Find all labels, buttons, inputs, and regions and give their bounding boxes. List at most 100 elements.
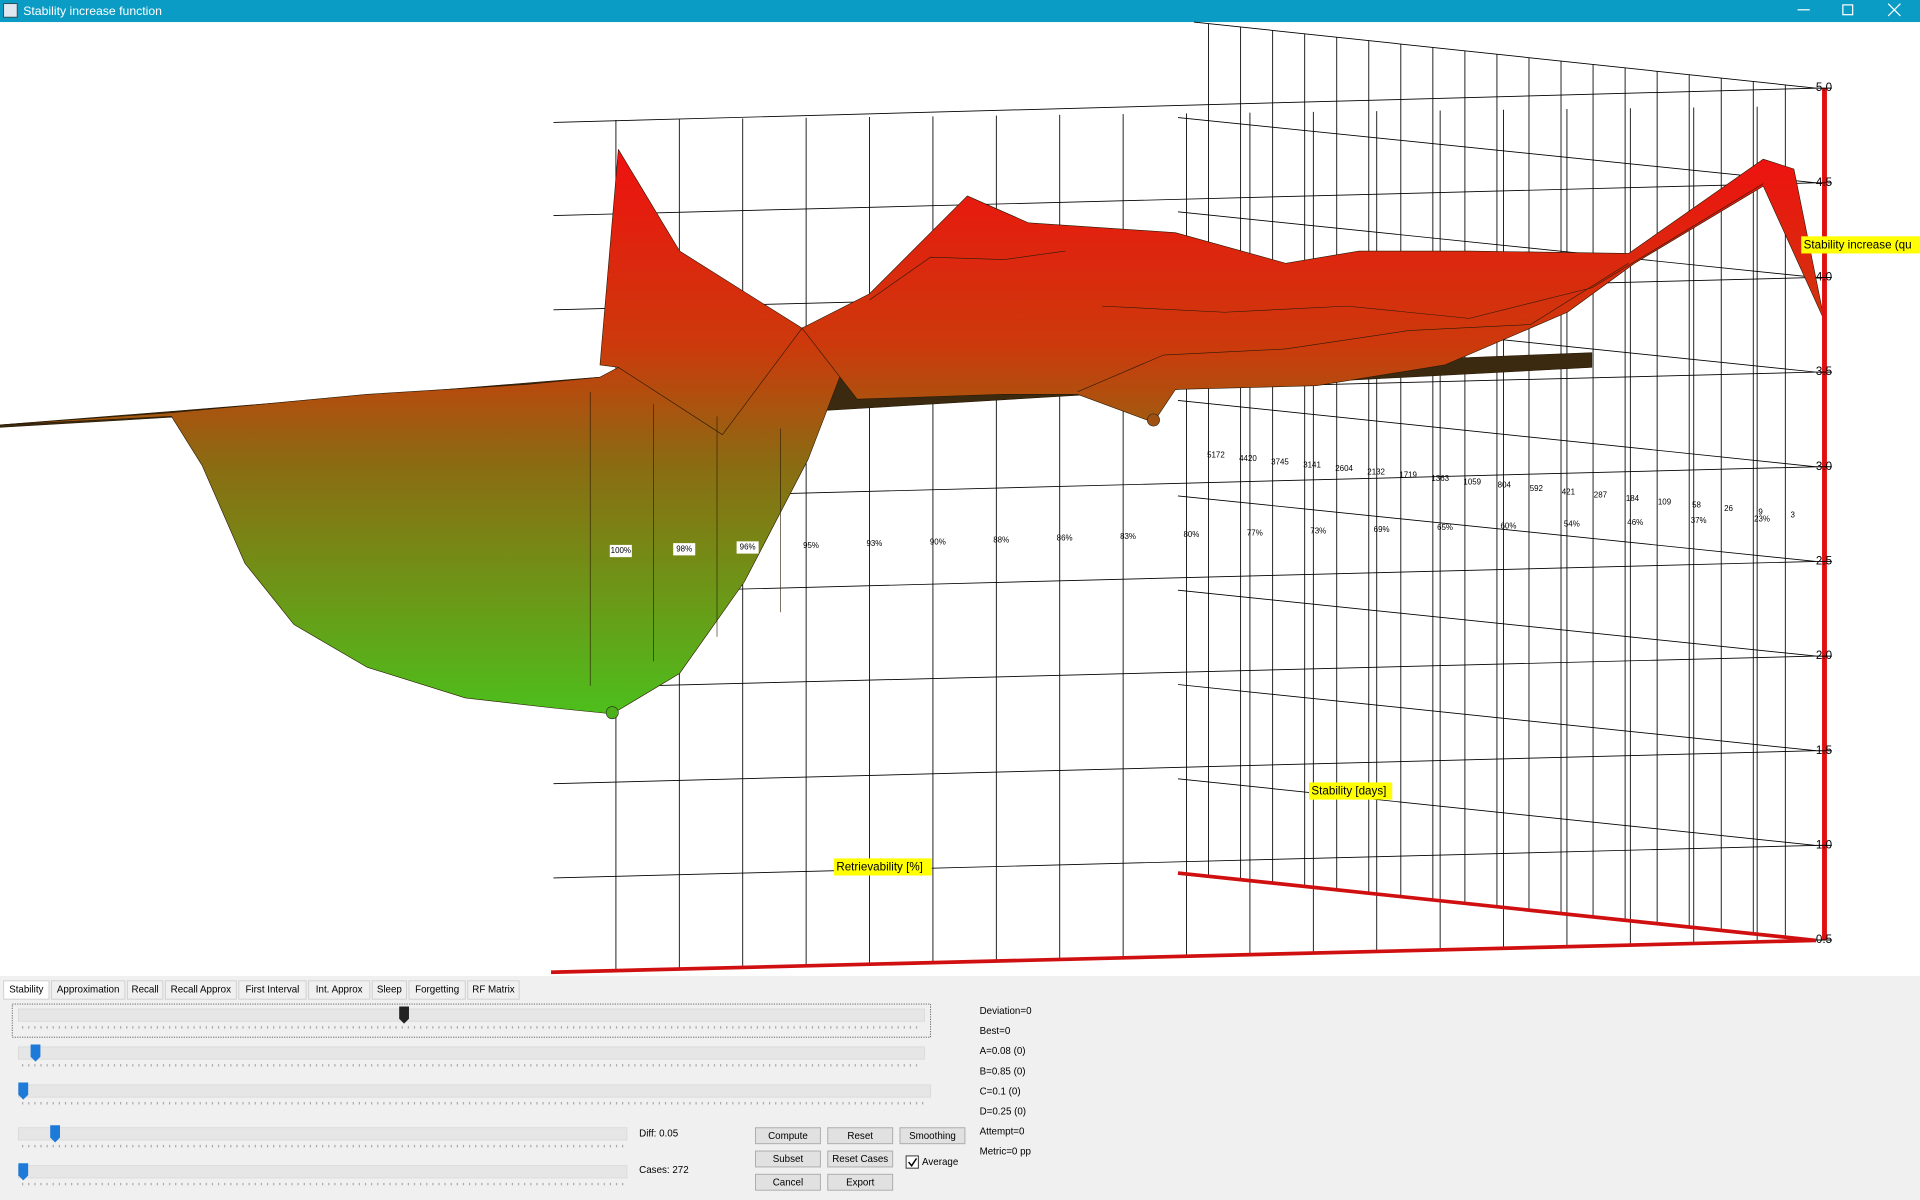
stability-tick-label: 1363 — [1431, 474, 1449, 483]
button[interactable] — [755, 1150, 821, 1168]
focus-frame — [11, 1003, 932, 1038]
stability-tick-label: 2132 — [1367, 467, 1385, 476]
restore-button[interactable] — [1842, 4, 1854, 16]
button-label[interactable]: Reset Cases — [832, 1154, 888, 1165]
stability-tick-label: 592 — [1530, 484, 1544, 493]
stability-tick-label: 109 — [1658, 497, 1672, 506]
cases-label: Cases: 272 — [639, 1165, 688, 1176]
button[interactable] — [755, 1127, 821, 1145]
button-label[interactable]: Export — [846, 1177, 875, 1188]
slider-track — [18, 1127, 628, 1141]
slider-thumb[interactable] — [399, 1006, 409, 1024]
close-button[interactable] — [1887, 3, 1901, 17]
checkbox-label[interactable]: Average — [922, 1157, 958, 1168]
retrievability-tick-label: 46% — [1627, 518, 1643, 527]
slider-thumb[interactable] — [30, 1044, 41, 1062]
retrievability-tick-label: 93% — [866, 539, 882, 548]
label-bg — [1308, 782, 1393, 800]
z-tick-label: 3.0 — [1816, 460, 1833, 473]
grid-line — [553, 655, 1816, 689]
retrievability-tick-label: 37% — [1691, 516, 1707, 525]
button[interactable] — [899, 1127, 966, 1145]
label-bg — [833, 858, 932, 876]
tab[interactable] — [164, 980, 237, 1000]
retrievability-tick-label: 83% — [1120, 532, 1136, 541]
tab[interactable] — [126, 980, 164, 1000]
tab-label[interactable]: Int. Approx — [316, 985, 363, 996]
button-label[interactable]: Compute — [768, 1131, 808, 1142]
retrievability-tick-label: 77% — [1247, 528, 1263, 537]
retrievability-tick-label: 60% — [1500, 521, 1516, 530]
button[interactable] — [827, 1127, 894, 1145]
stability-axis-label: Stability [days] — [1311, 785, 1386, 798]
slider-thumb[interactable] — [18, 1082, 29, 1100]
slider-track — [18, 1084, 931, 1098]
tab[interactable] — [238, 980, 307, 1000]
stability-tick-label: 4420 — [1239, 454, 1257, 463]
tab-label[interactable]: Recall — [132, 985, 159, 996]
tab-label[interactable]: RF Matrix — [472, 985, 514, 996]
button-label[interactable]: Cancel — [773, 1177, 803, 1188]
stat-line: C=0.1 (0) — [980, 1086, 1021, 1097]
data-point — [1147, 413, 1160, 427]
button-label[interactable]: Smoothing — [909, 1131, 956, 1142]
retrievability-tick-label: 80% — [1183, 530, 1199, 539]
tab[interactable] — [308, 980, 371, 1000]
title-bar — [0, 0, 1920, 23]
retrievability-tick-label: 88% — [993, 536, 1009, 545]
retrievability-tick-label: 69% — [1374, 525, 1390, 534]
z-axis-label: Stability increase (qu — [1804, 239, 1912, 252]
stat-line: Metric=0 pp — [980, 1147, 1032, 1158]
slider-thumb[interactable] — [18, 1163, 29, 1181]
retrievability-axis-label: Retrievability [%] — [836, 861, 923, 874]
tab[interactable] — [50, 980, 126, 1000]
stability-tick-label: 26 — [1724, 504, 1733, 513]
tab-label[interactable]: Stability — [9, 985, 43, 996]
stability-tick-label: 184 — [1626, 494, 1640, 503]
stat-line: Best=0 — [980, 1026, 1011, 1037]
surface — [0, 149, 1825, 720]
button[interactable] — [827, 1173, 894, 1191]
checkmark — [908, 1157, 918, 1167]
grid-line — [553, 750, 1816, 785]
retrievability-tick-label: 86% — [1057, 534, 1073, 543]
z-tick-label: 4.5 — [1816, 176, 1832, 189]
retrievability-tick-label: 98% — [676, 544, 692, 553]
retrievability-tick-label: 100% — [611, 546, 631, 555]
slider-thumb[interactable] — [50, 1125, 60, 1143]
plot-3d: 5.0 4.5 4.0 3.5 3.0 2.5 2.0 1.5 1.0 0.5 100% 98% 96%… — [0, 21, 1920, 975]
button-label[interactable]: Subset — [773, 1154, 804, 1165]
button[interactable] — [755, 1173, 821, 1191]
stability-tick-label: 58 — [1692, 501, 1701, 510]
stability-tick-label: 804 — [1498, 481, 1512, 490]
z-tick-label: 2.5 — [1816, 555, 1832, 568]
tab[interactable] — [408, 980, 466, 1000]
tab-label[interactable]: Approximation — [57, 985, 120, 996]
button[interactable] — [827, 1150, 894, 1168]
window-title: Stability increase function — [23, 4, 162, 18]
stat-line: B=0.85 (0) — [980, 1066, 1026, 1077]
stability-tick-label: 3745 — [1271, 457, 1289, 466]
grid-line — [553, 182, 1816, 216]
tab-label[interactable]: First Interval — [246, 985, 300, 996]
stat-line: D=0.25 (0) — [980, 1106, 1026, 1117]
axis-stability — [1177, 871, 1817, 943]
tab-label[interactable]: Sleep — [377, 985, 403, 996]
diff-label: Diff: 0.05 — [639, 1128, 679, 1139]
checkbox[interactable] — [905, 1155, 919, 1169]
stability-tick-label: 1059 — [1463, 477, 1481, 486]
tab[interactable] — [3, 980, 50, 1000]
button-label[interactable]: Reset — [847, 1131, 873, 1142]
stability-tick-label: 421 — [1562, 487, 1576, 496]
retrievability-tick-label: 90% — [930, 537, 946, 546]
data-point — [605, 706, 619, 720]
grid-line — [553, 561, 1816, 595]
stability-tick-label: 9 — [1758, 507, 1763, 516]
tab-label[interactable]: Recall Approx — [171, 985, 231, 996]
label-bg — [673, 543, 696, 556]
tab[interactable] — [371, 980, 408, 1000]
tab[interactable] — [467, 980, 520, 1000]
tab-label[interactable]: Forgetting — [415, 985, 459, 996]
